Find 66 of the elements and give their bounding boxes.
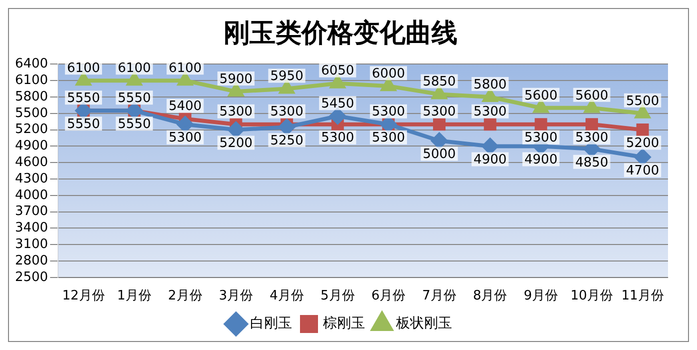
data-label: 5400 [168, 99, 202, 114]
data-label: 5000 [422, 147, 456, 162]
data-label: 5550 [118, 117, 151, 132]
data-label: 5300 [321, 130, 354, 146]
data-label: 4850 [575, 155, 608, 170]
y-tick-label: 5800 [14, 89, 48, 104]
x-tick-label: 7月份 [422, 288, 456, 304]
data-label: 5200 [219, 136, 253, 152]
y-tick-label: 4300 [14, 171, 48, 186]
x-tick-label: 4月份 [270, 288, 304, 304]
y-tick-label: 2500 [14, 270, 48, 285]
x-tick-label: 2月份 [168, 288, 202, 304]
x-tick-label: 3月份 [218, 288, 254, 304]
data-label: 5300 [372, 130, 405, 146]
y-tick-label: 4900 [14, 138, 48, 154]
y-tick-label: 4600 [14, 154, 48, 170]
data-label: 5550 [66, 117, 100, 132]
data-label: 5300 [422, 104, 456, 120]
legend-label: 棕刚玉 [323, 316, 365, 332]
y-tick-label: 3700 [14, 204, 48, 220]
data-label: 5800 [474, 77, 507, 92]
data-label: 5850 [422, 74, 456, 90]
data-label: 6100 [118, 60, 151, 76]
x-tick-label: 9月份 [524, 288, 558, 304]
data-label: 5300 [168, 130, 202, 146]
x-tick-label: 8月份 [472, 288, 508, 304]
data-label: 5250 [270, 133, 304, 148]
y-tick-label: 6400 [14, 56, 48, 72]
data-label: 5200 [626, 136, 660, 152]
y-tick-label: 4000 [14, 188, 48, 203]
data-label: 5600 [524, 88, 558, 104]
y-tick-label: 5500 [14, 106, 48, 121]
x-tick-label: 10月份 [570, 288, 614, 304]
y-tick-label: 2800 [14, 253, 48, 268]
chart-title: 刚玉类价格变化曲线 [224, 18, 458, 48]
data-label: 5500 [626, 94, 660, 109]
data-label: 5300 [474, 104, 507, 120]
data-label: 5300 [372, 104, 405, 120]
y-tick-label: 3400 [14, 220, 48, 236]
x-tick-label: 5月份 [320, 288, 355, 304]
legend-label: 白刚玉 [250, 316, 292, 332]
data-label: 4700 [626, 164, 660, 179]
data-label: 5300 [524, 130, 558, 146]
data-label: 4900 [474, 152, 507, 168]
legend-label: 板状刚玉 [395, 316, 452, 332]
data-label: 5950 [270, 69, 304, 84]
data-label: 5600 [575, 88, 608, 104]
x-tick-label: 1月份 [117, 288, 152, 304]
data-label: 5550 [118, 91, 151, 106]
data-label: 4900 [524, 152, 558, 168]
data-label: 6050 [321, 64, 354, 79]
data-label: 5550 [66, 91, 100, 106]
x-tick-label: 6月份 [371, 288, 406, 304]
data-label: 5300 [270, 104, 304, 120]
y-tick-label: 6100 [14, 72, 48, 88]
y-tick-label: 5200 [14, 122, 48, 138]
data-label: 6000 [372, 66, 405, 82]
y-tick-label: 3100 [14, 236, 48, 252]
data-label: 5900 [219, 72, 253, 87]
x-tick-label: 12月份 [62, 288, 105, 304]
data-label: 6100 [168, 60, 202, 76]
data-label: 5450 [321, 96, 354, 112]
data-label: 6100 [66, 60, 100, 76]
data-label: 5300 [219, 104, 253, 120]
x-tick-label: 11月份 [621, 288, 664, 304]
data-label: 5300 [575, 130, 608, 146]
